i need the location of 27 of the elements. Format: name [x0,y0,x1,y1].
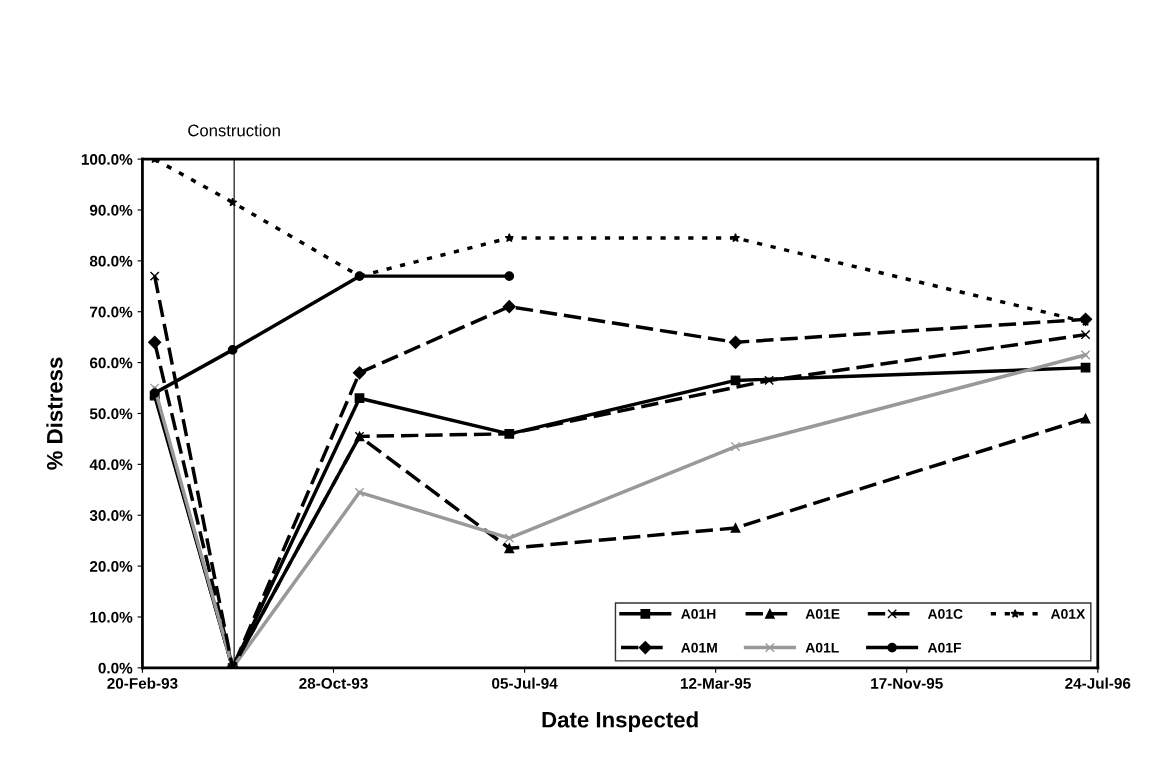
y-tick-label: 10.0% [90,611,133,623]
x-tick-label: 05-Jul-94 [492,677,558,689]
y-tick-label: 40.0% [89,459,133,471]
y-tick-label: 100.0% [81,153,133,165]
x-tick-label: 12-Mar-95 [680,677,751,689]
legend-label: A01H [681,608,716,619]
legend-label: A01C [927,608,963,619]
y-tick-label: 50.0% [89,408,133,420]
x-tick-label: 24-Jul-96 [1065,677,1131,689]
y-tick-label: 80.0% [89,255,133,267]
ref-line-label: Construction [188,124,280,137]
y-tick-label: 70.0% [90,306,133,318]
y-tick-label: 60.0% [89,357,133,369]
y-tick-label: 0.0% [98,662,133,674]
y-tick-label: 20.0% [89,560,133,572]
x-axis-title: Date Inspected [542,711,698,732]
legend-label: A01E [805,608,840,619]
legend-label: A01M [681,642,717,653]
legend-label: A01X [1050,608,1086,619]
x-tick-label: 20-Feb-93 [107,677,178,689]
y-tick-label: 30.0% [89,510,133,521]
legend-label: A01F [927,642,961,653]
y-axis-title: % Distress [46,357,63,470]
y-tick-label: 90.0% [89,204,133,216]
x-tick-label: 28-Oct-93 [299,677,368,689]
legend-label: A01L [805,642,839,653]
x-tick-label: 17-Nov-95 [871,677,943,689]
